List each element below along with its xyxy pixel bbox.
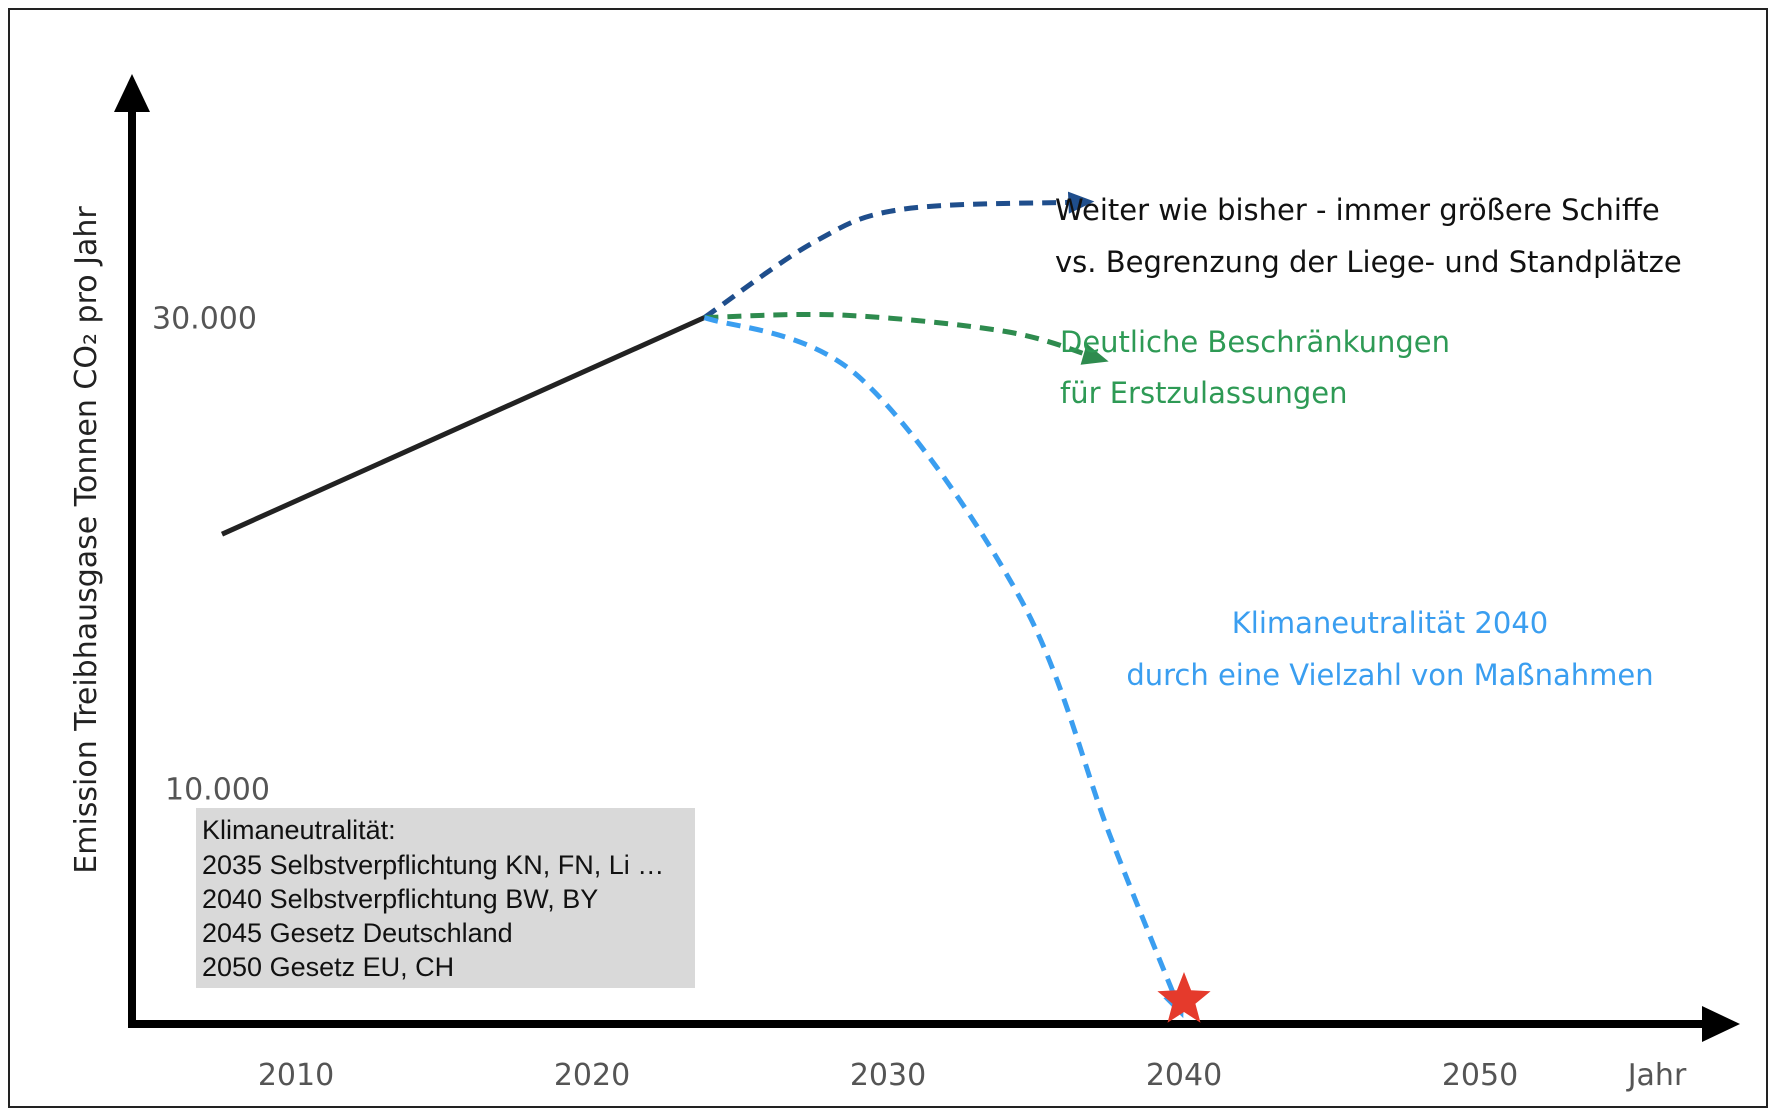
annotation-climate-neutral: Klimaneutralität 2040 durch eine Vielzah… (1126, 606, 1653, 692)
annotation-line: Klimaneutralität 2040 (1232, 606, 1548, 640)
series-line-0 (220, 315, 706, 537)
annotation-business-as-usual: Weiter wie bisher - immer größere Schiff… (1055, 193, 1682, 279)
y-tick-label: 10.000 (165, 773, 270, 808)
legend-box: Klimaneutralität: 2035 Selbstverpflichtu… (196, 808, 695, 988)
legend-line-4: 2050 Gesetz EU, CH (202, 952, 454, 982)
annotation-line: Weiter wie bisher - immer größere Schiff… (1055, 193, 1660, 227)
series-line-1 (703, 199, 1081, 320)
legend-box-background (196, 808, 695, 988)
legend-line-1: 2035 Selbstverpflichtung KN, FN, Li … (202, 850, 664, 880)
y-tick-labels: 30.000 10.000 (152, 302, 270, 808)
series-line-3 (703, 315, 1181, 1007)
x-tick-labels: 2010 2020 2030 2040 2050 (258, 1058, 1518, 1093)
annotation-line: Deutliche Beschränkungen (1060, 325, 1450, 359)
x-tick-label: 2050 (1442, 1058, 1518, 1093)
x-tick-label: 2040 (1146, 1058, 1222, 1093)
annotation-restrictions: Deutliche Beschränkungen für Erstzulassu… (1060, 325, 1450, 410)
legend-line-0: Klimaneutralität: (202, 815, 396, 845)
series-arrowhead-2 (1080, 343, 1109, 365)
legend-line-3: 2045 Gesetz Deutschland (202, 918, 513, 948)
series-arrowhead-1 (1067, 191, 1095, 214)
x-tick-label: 2010 (258, 1058, 334, 1093)
x-axis-label: Jahr (1626, 1058, 1687, 1093)
series-line-2 (704, 311, 1096, 360)
x-axis-arrowhead (1702, 1006, 1740, 1042)
axes (114, 74, 1740, 1042)
annotation-line: für Erstzulassungen (1060, 376, 1348, 410)
annotation-line: vs. Begrenzung der Liege- und Standplätz… (1055, 245, 1682, 279)
y-axis-label: Emission Treibhausgase Tonnen CO₂ pro Ja… (69, 206, 104, 874)
y-tick-label: 30.000 (152, 302, 257, 337)
y-axis-arrowhead (114, 74, 150, 112)
legend-line-2: 2040 Selbstverpflichtung BW, BY (202, 884, 598, 914)
x-tick-label: 2030 (850, 1058, 926, 1093)
star-icon (1157, 972, 1211, 1023)
annotation-line: durch eine Vielzahl von Maßnahmen (1126, 658, 1653, 692)
x-tick-label: 2020 (554, 1058, 630, 1093)
target-marker (1157, 972, 1211, 1023)
